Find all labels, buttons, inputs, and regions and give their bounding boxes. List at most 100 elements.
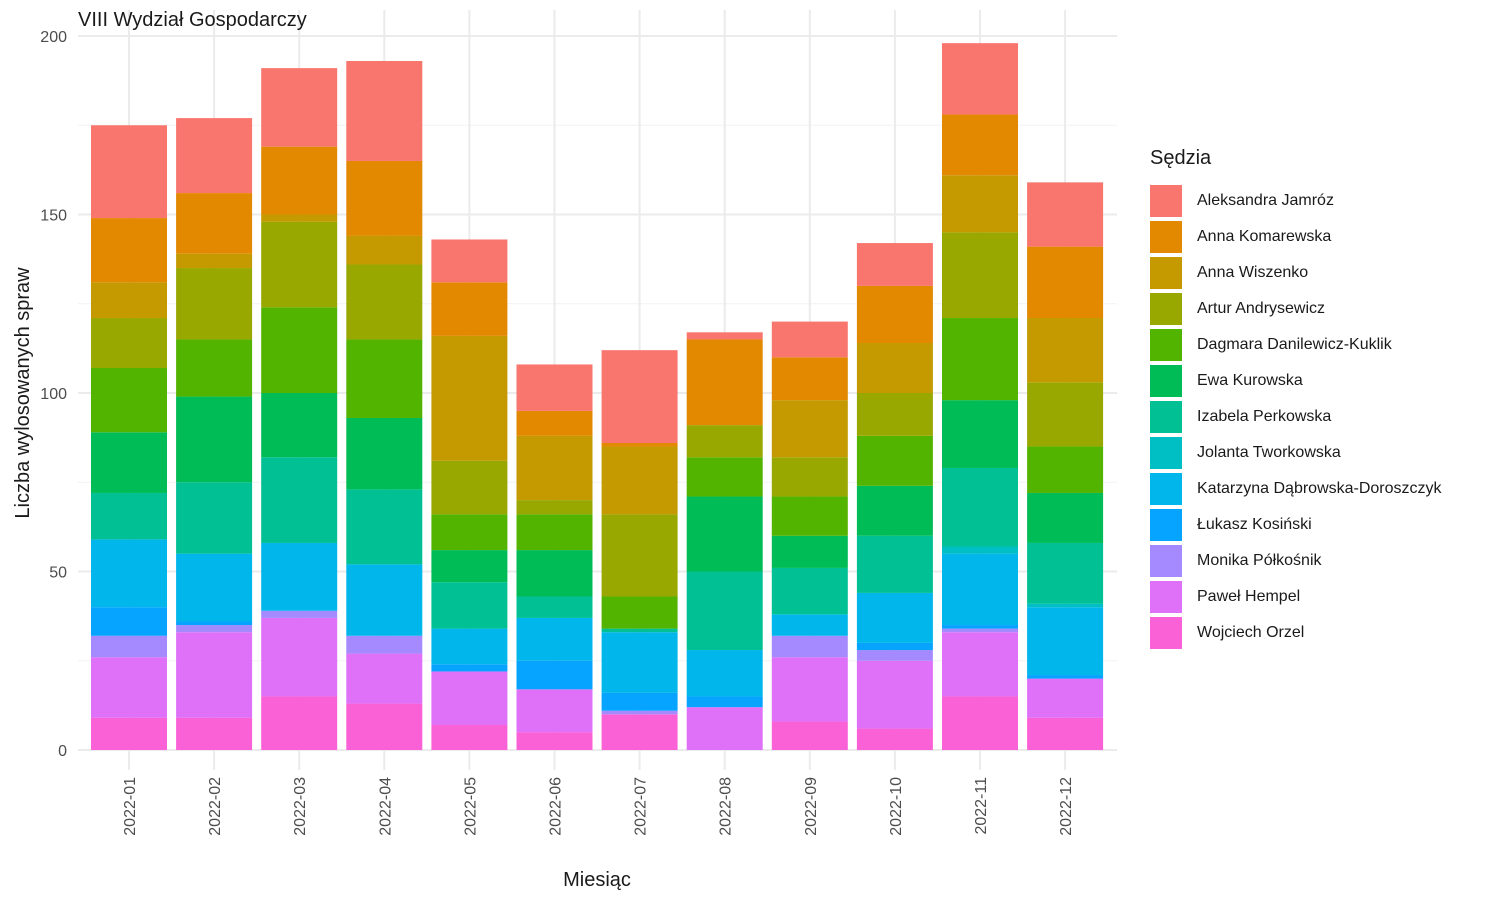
bar-segment [91,432,167,493]
bar-segment [431,239,508,283]
x-tick-label: 2022-05 [462,777,479,836]
bar-segment [771,721,848,750]
legend-label: Anna Wiszenko [1197,264,1309,281]
bar-segment [942,114,1018,176]
bar-segment [1027,318,1104,383]
bar-segment [91,492,167,540]
bar-segment [516,732,593,750]
bar-segment [601,692,678,711]
legend-item: Jolanta Tworkowska [1150,435,1442,471]
bar-segment [686,707,763,750]
bar-segment [942,400,1018,468]
legend-item: Dagmara Danilewicz-Kuklik [1150,327,1442,363]
bar-segment [942,175,1018,233]
legend: Sędzia Aleksandra Jamróz Anna Komarewska A… [1150,145,1442,651]
bar-segment [1027,603,1104,608]
bar-segment [686,339,763,426]
legend-item: Łukasz Kosiński [1150,507,1442,543]
bar-segment [176,625,253,633]
bar-segment [346,489,423,565]
y-tick-label: 100 [40,386,67,403]
bar-segment [431,582,508,629]
bar-segment [1027,446,1104,493]
legend-item: Monika Półkośnik [1150,543,1442,579]
legend-swatch [1150,509,1182,541]
bar-segment [516,435,593,501]
legend-item: Artur Andrysewicz [1150,291,1442,327]
bar-segment [431,628,508,665]
bar-segment [516,410,593,436]
bar-segment [261,221,338,308]
bar-segment [942,696,1018,750]
bar-segment [431,282,508,336]
bar-segment [91,125,167,219]
bar-segment [686,332,763,340]
x-tick-label: 2022-08 [718,777,735,836]
bar-segment [346,60,423,161]
bar-segment [1027,492,1104,543]
bar-segment [601,632,678,693]
bar-segment [942,232,1018,319]
legend-swatch [1150,185,1182,217]
bar-segment [176,632,253,718]
bar-segment [856,535,933,593]
bar-segment [771,321,848,358]
bar-segment [261,68,338,147]
bar-segment [856,650,933,661]
bar-segment [91,218,167,283]
x-tick-label: 2022-09 [803,777,820,836]
bar-segment [91,539,167,608]
legend-item: Anna Komarewska [1150,219,1442,255]
x-tick-label: 2022-12 [1058,777,1075,836]
bar-segment [1027,542,1104,604]
bar-segment [1027,607,1104,676]
legend-title: Sędzia [1150,147,1212,169]
bar-segment [771,614,848,636]
bar-segment [1027,717,1104,750]
legend-item: Izabela Perkowska [1150,399,1442,435]
bar-segment [601,442,678,447]
bar-segment [771,357,848,401]
bar-segment [601,446,678,515]
legend-swatch [1150,581,1182,613]
legend-label: Monika Półkośnik [1197,552,1322,569]
bar-segment [91,318,167,369]
bar-segment [942,628,1018,633]
x-axis-label: Miesiąc [563,869,631,891]
x-tick-label: 2022-10 [888,777,905,836]
bar-segment [856,243,933,286]
legend-swatch [1150,293,1182,325]
y-ticks: 0 50 100 150 200 [40,29,67,760]
bar-segment [1027,678,1104,718]
bar-segment [686,425,763,458]
bar-segment [601,628,678,633]
legend-items: Aleksandra Jamróz Anna Komarewska Anna Wis… [1150,183,1442,651]
legend-label: Katarzyna Dąbrowska-Doroszczyk [1197,480,1442,497]
y-tick-label: 0 [58,743,67,760]
bar-segment [431,664,508,672]
bar-segment [516,660,593,690]
bar-segment [261,393,338,458]
bar-segment [942,632,1018,697]
bar-segment [176,717,253,750]
legend-label: Ewa Kurowska [1197,372,1303,389]
bar-segment [516,514,593,551]
bar-segment [771,635,848,658]
legend-label: Artur Andrysewicz [1197,300,1326,317]
bar-segment [601,714,678,750]
bar-segment [601,350,678,443]
x-ticks: 2022-01 2022-02 2022-03 2022-04 2022-05 2022-… [122,777,1075,836]
legend-label: Paweł Hempel [1197,588,1301,605]
bar-segment [1027,182,1104,247]
legend-swatch [1150,257,1182,289]
bar-segment [771,400,848,458]
bar-segment [771,496,848,536]
bar-segment [91,717,167,750]
legend-swatch [1150,221,1182,253]
legend-item: Wojciech Orzel [1150,615,1442,651]
bar-segment [686,696,763,708]
bar-segment [91,282,167,319]
bar-segment [431,460,508,515]
y-tick-label: 150 [40,208,67,225]
